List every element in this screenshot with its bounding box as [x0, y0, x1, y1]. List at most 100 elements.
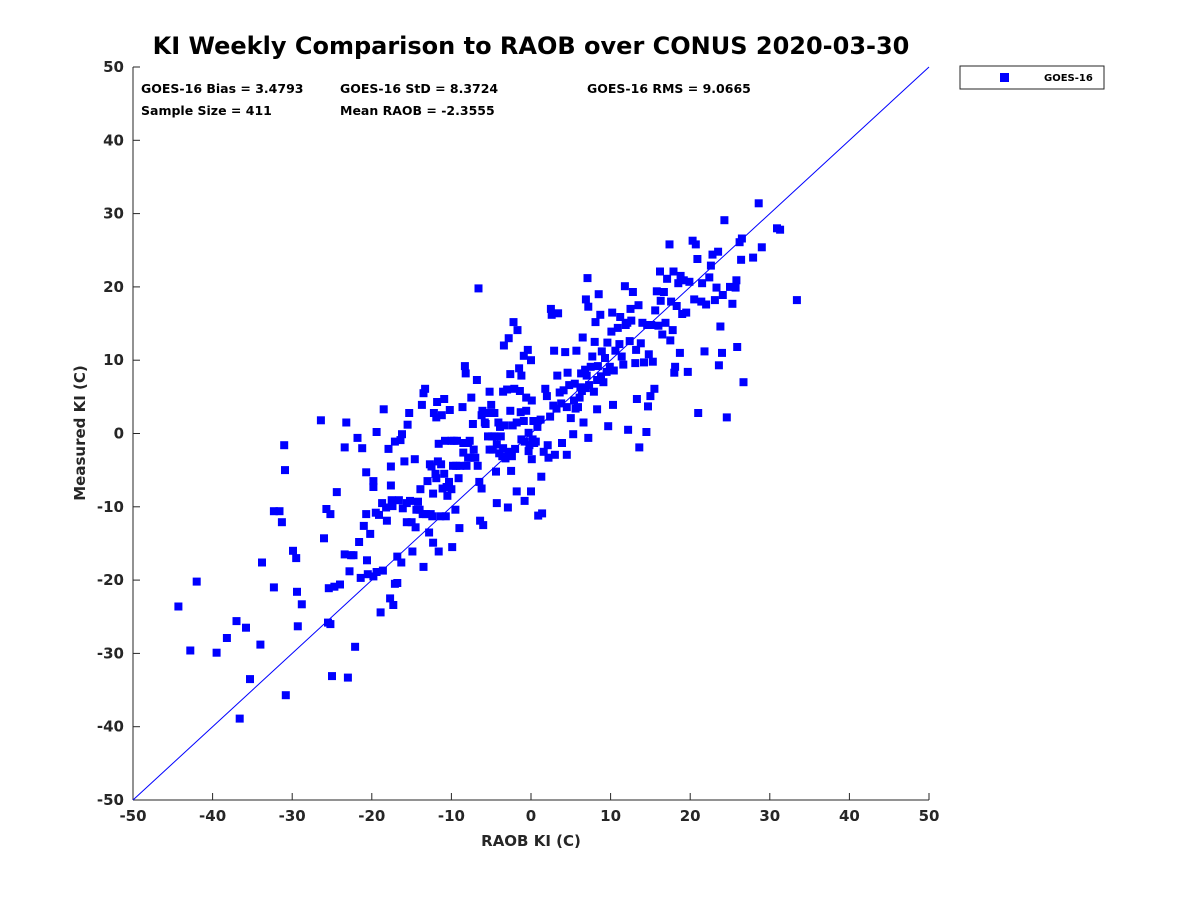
data-point — [594, 290, 603, 299]
data-point — [522, 393, 531, 402]
data-point — [749, 253, 758, 262]
data-point — [375, 510, 383, 519]
data-point — [553, 371, 562, 380]
data-point — [488, 445, 497, 454]
data-point — [455, 524, 464, 533]
data-point — [636, 339, 645, 348]
data-point — [597, 347, 606, 356]
data-point — [423, 477, 432, 486]
data-point — [293, 587, 301, 596]
data-point — [558, 439, 566, 447]
series-goes-16-points — [174, 199, 801, 723]
data-point — [537, 472, 546, 481]
data-point — [414, 497, 422, 506]
data-point — [550, 346, 559, 355]
data-point — [650, 384, 659, 393]
data-point — [726, 282, 734, 291]
y-tick-label: -50 — [97, 791, 124, 809]
data-point — [476, 516, 485, 525]
data-point — [674, 279, 683, 288]
x-tick-label: 20 — [680, 807, 701, 825]
data-point — [471, 453, 480, 462]
data-point — [246, 675, 254, 684]
data-point — [661, 318, 670, 327]
data-point — [442, 483, 451, 491]
data-point — [445, 406, 454, 414]
data-point — [407, 518, 416, 527]
data-point — [669, 267, 678, 276]
x-axis-label: RAOB KI (C) — [481, 832, 581, 850]
data-point — [477, 411, 486, 420]
data-point — [510, 384, 519, 393]
data-point — [634, 301, 643, 310]
data-point — [531, 437, 540, 446]
data-point — [712, 283, 721, 292]
data-point — [481, 420, 490, 428]
data-point — [731, 283, 740, 292]
data-point — [269, 583, 278, 592]
data-point — [475, 477, 484, 486]
data-point — [737, 255, 746, 264]
data-point — [494, 418, 503, 427]
data-point — [585, 381, 594, 390]
data-point — [443, 491, 452, 500]
data-point — [714, 361, 723, 370]
legend-marker-square-icon — [1000, 73, 1009, 82]
data-point — [596, 310, 605, 319]
data-point — [527, 396, 536, 405]
data-point — [658, 330, 667, 339]
data-point — [477, 484, 486, 493]
data-point — [527, 455, 536, 464]
data-point — [349, 551, 358, 560]
data-point — [515, 364, 524, 373]
data-point — [737, 234, 746, 243]
data-point — [406, 496, 414, 505]
data-point — [520, 496, 529, 505]
data-point — [429, 489, 438, 498]
data-point — [415, 505, 424, 514]
data-point — [672, 302, 681, 310]
data-point — [579, 418, 588, 427]
data-point — [517, 371, 526, 380]
data-point — [504, 334, 513, 343]
data-point — [570, 396, 578, 405]
data-point — [511, 444, 520, 453]
data-point — [593, 362, 602, 371]
x-axis-ticks: -50 -40 -30 -20 -10 0 10 20 30 40 50 — [119, 793, 939, 825]
data-point — [710, 296, 719, 305]
data-point — [609, 366, 618, 375]
data-point — [675, 348, 684, 357]
data-point — [667, 297, 676, 306]
data-point — [754, 199, 763, 208]
data-point — [626, 304, 635, 313]
data-point — [432, 474, 441, 483]
data-point — [591, 318, 600, 327]
data-point — [542, 392, 551, 401]
data-point — [543, 441, 552, 450]
data-point — [565, 381, 574, 390]
data-point — [456, 461, 465, 470]
data-point — [459, 439, 468, 447]
data-point — [525, 441, 534, 450]
data-point — [398, 504, 407, 513]
data-point — [453, 436, 461, 445]
x-tick-label: 30 — [759, 807, 780, 825]
data-point — [632, 345, 641, 354]
data-point — [547, 310, 556, 319]
data-point — [393, 579, 402, 587]
chart-title: KI Weekly Comparison to RAOB over CONUS … — [153, 32, 910, 60]
data-point — [628, 288, 637, 296]
data-point — [676, 271, 685, 280]
data-point — [186, 646, 195, 655]
data-point — [398, 430, 406, 439]
data-point — [659, 288, 668, 296]
data-point — [421, 510, 430, 519]
data-point — [280, 441, 289, 450]
data-point — [720, 216, 729, 225]
data-point — [647, 321, 656, 329]
data-point — [627, 316, 636, 325]
data-point — [705, 273, 714, 282]
data-point — [478, 406, 487, 415]
data-point — [417, 400, 426, 409]
data-point — [356, 573, 365, 582]
